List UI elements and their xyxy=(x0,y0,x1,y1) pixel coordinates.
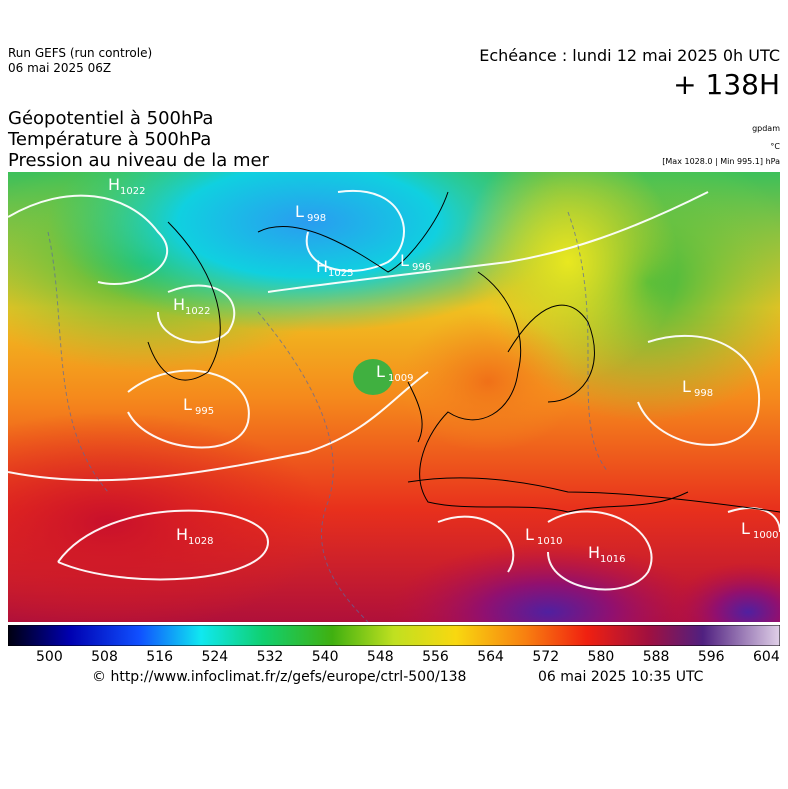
title: Géopotentiel à 500hPa xyxy=(8,108,214,129)
system-pressure: 1000 xyxy=(753,530,778,541)
colorbar-tick-label: 524 xyxy=(201,649,229,665)
system-kind: H xyxy=(588,543,600,562)
system-kind: L xyxy=(682,377,691,396)
colorbar-tick-label: 500 xyxy=(36,649,63,665)
system-pressure: 996 xyxy=(412,262,431,273)
colorbar-tick-label: 588 xyxy=(642,649,670,665)
echeance: Echéance : lundi 12 mai 2025 0h UTC xyxy=(479,46,780,65)
generated: 06 mai 2025 10:35 UTC xyxy=(538,669,704,685)
system-pressure: 1016 xyxy=(600,554,625,565)
system-kind: L xyxy=(525,525,534,544)
system-pressure: 1028 xyxy=(188,536,213,547)
system-kind: L xyxy=(183,395,192,414)
unit: °C xyxy=(770,142,780,151)
colorbar-tick-label: 508 xyxy=(91,649,118,665)
colorbar-tick-label: 580 xyxy=(587,649,615,665)
colorbar-tick-label: 604 xyxy=(753,649,780,665)
system-kind: L xyxy=(376,362,385,381)
colorbar-tick-label: 548 xyxy=(366,649,394,665)
unit: gpdam xyxy=(752,124,780,133)
title: Pression au niveau de la mer xyxy=(8,150,269,171)
system-kind: L xyxy=(295,202,304,221)
colorbar-tick-label: 556 xyxy=(422,649,449,665)
title: Température à 500hPa xyxy=(8,129,212,150)
source: © http://www.infoclimat.fr/z/gefs/europe… xyxy=(92,669,467,685)
colorbar-tick-label: 540 xyxy=(311,649,339,665)
system-kind: H xyxy=(108,175,120,194)
colorbar-tick-label: 572 xyxy=(532,649,560,665)
colorbar xyxy=(8,625,780,646)
system-kind: H xyxy=(173,295,185,314)
run-label: Run GEFS (run controle) xyxy=(8,46,153,60)
unit: [Max 1028.0 | Min 995.1] hPa xyxy=(662,157,780,166)
system-pressure: 1022 xyxy=(185,306,210,317)
system-pressure: 998 xyxy=(307,213,326,224)
lead-time: + 138H xyxy=(673,68,780,101)
system-pressure: 1025 xyxy=(328,268,353,279)
system-pressure: 1022 xyxy=(120,186,145,197)
system-kind: H xyxy=(316,257,328,276)
system-kind: H xyxy=(176,525,188,544)
colorbar-tick-label: 516 xyxy=(146,649,174,665)
colorbar-tick-label: 532 xyxy=(256,649,284,665)
colorbar-tick-label: 596 xyxy=(697,649,725,665)
system-pressure: 1010 xyxy=(537,536,562,547)
system-pressure: 998 xyxy=(694,388,713,399)
colorbar-tick-label: 564 xyxy=(477,649,504,665)
system-kind: L xyxy=(741,519,750,538)
system-pressure: 995 xyxy=(195,406,214,417)
system-kind: L xyxy=(400,251,409,270)
run-date: 06 mai 2025 06Z xyxy=(8,61,112,75)
system-pressure: 1009 xyxy=(388,373,413,384)
